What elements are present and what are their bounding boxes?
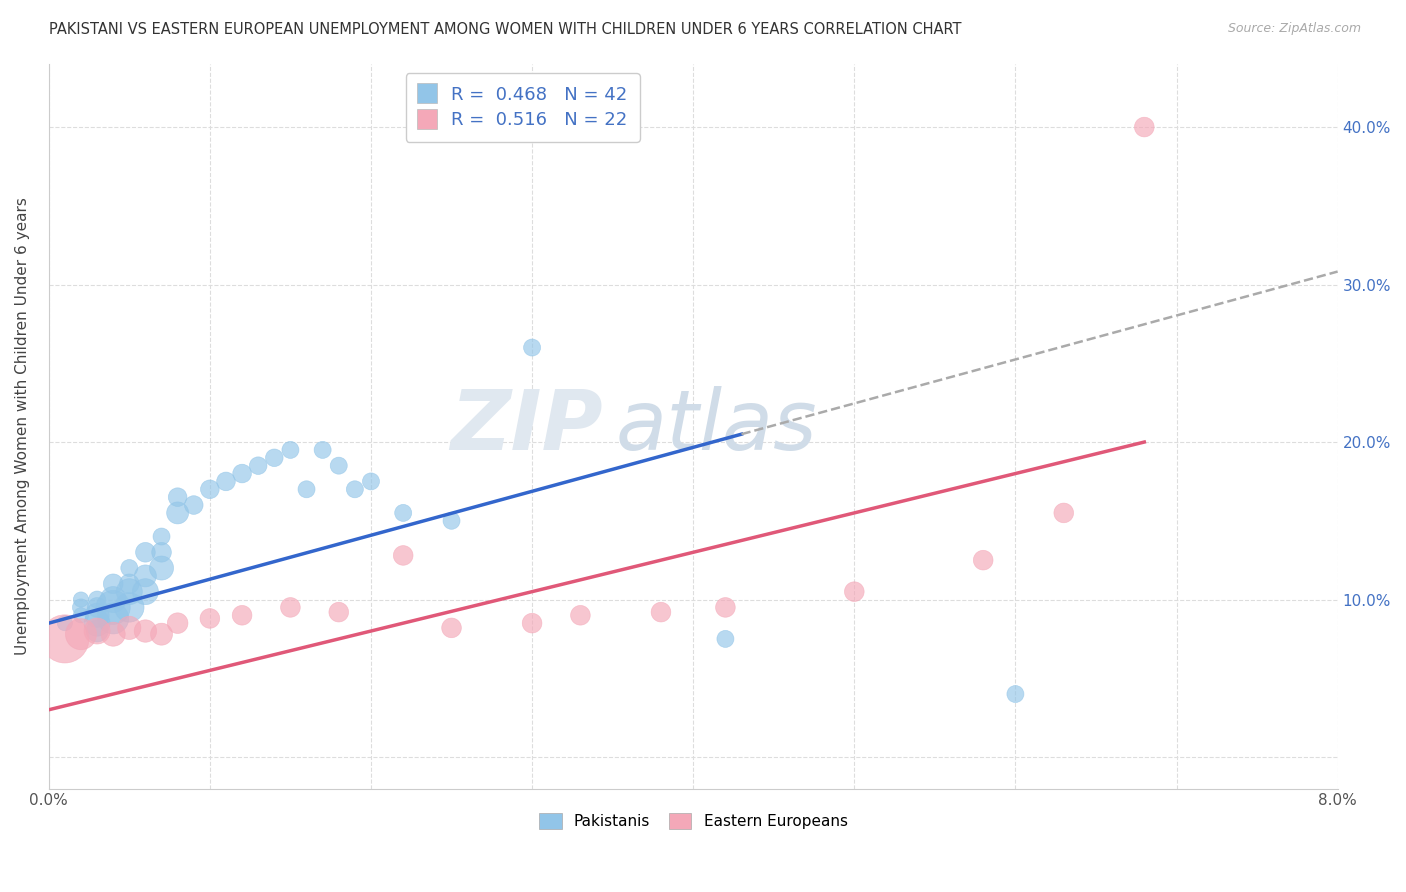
Point (86, 600, 108, 615)
Point (183, 498, 205, 512)
Point (70, 627, 93, 641)
Point (311, 442, 333, 457)
Point (263, 450, 285, 465)
Point (280, 442, 302, 457)
Point (198, 483, 221, 497)
Y-axis label: Unemployment Among Women with Children Under 6 years: Unemployment Among Women with Children U… (15, 197, 30, 656)
Point (86, 592, 108, 607)
Point (231, 608, 253, 623)
Text: atlas: atlas (616, 386, 817, 467)
Point (650, 605, 672, 619)
Point (569, 608, 592, 623)
Point (103, 627, 125, 641)
Point (328, 458, 350, 473)
Point (103, 576, 125, 591)
Point (295, 483, 318, 497)
Point (1004, 687, 1026, 701)
Point (844, 584, 866, 599)
Point (134, 545, 156, 559)
Point (231, 467, 253, 481)
Point (86, 624, 108, 638)
Point (118, 561, 141, 575)
Point (714, 600, 737, 615)
Point (70, 592, 93, 607)
Point (150, 627, 173, 641)
Point (53, 616, 76, 631)
Point (972, 553, 994, 567)
Point (215, 475, 238, 489)
Point (103, 600, 125, 615)
Point (150, 529, 173, 543)
Point (280, 600, 302, 615)
Point (118, 584, 141, 599)
Text: ZIP: ZIP (450, 386, 603, 467)
Point (714, 632, 737, 646)
Point (118, 576, 141, 591)
Point (86, 616, 108, 631)
Point (103, 592, 125, 607)
Point (520, 341, 543, 355)
Point (86, 608, 108, 623)
Point (328, 605, 350, 619)
Point (53, 632, 76, 646)
Point (150, 545, 173, 559)
Point (70, 600, 93, 615)
Point (360, 475, 382, 489)
Point (134, 584, 156, 599)
Point (440, 514, 463, 528)
Point (440, 621, 463, 635)
Point (118, 600, 141, 615)
Point (1053, 506, 1076, 520)
Point (118, 621, 141, 635)
Point (86, 624, 108, 638)
Point (343, 483, 366, 497)
Point (198, 611, 221, 625)
Text: Source: ZipAtlas.com: Source: ZipAtlas.com (1227, 22, 1361, 36)
Legend: Pakistanis, Eastern Europeans: Pakistanis, Eastern Europeans (533, 807, 853, 835)
Point (134, 569, 156, 583)
Point (70, 608, 93, 623)
Point (134, 624, 156, 638)
Point (247, 458, 270, 473)
Point (166, 616, 188, 631)
Point (392, 549, 415, 563)
Point (150, 561, 173, 575)
Point (392, 506, 415, 520)
Text: PAKISTANI VS EASTERN EUROPEAN UNEMPLOYMENT AMONG WOMEN WITH CHILDREN UNDER 6 YEA: PAKISTANI VS EASTERN EUROPEAN UNEMPLOYME… (49, 22, 962, 37)
Point (520, 616, 543, 631)
Point (1133, 120, 1156, 134)
Point (103, 611, 125, 625)
Point (166, 490, 188, 504)
Point (166, 506, 188, 520)
